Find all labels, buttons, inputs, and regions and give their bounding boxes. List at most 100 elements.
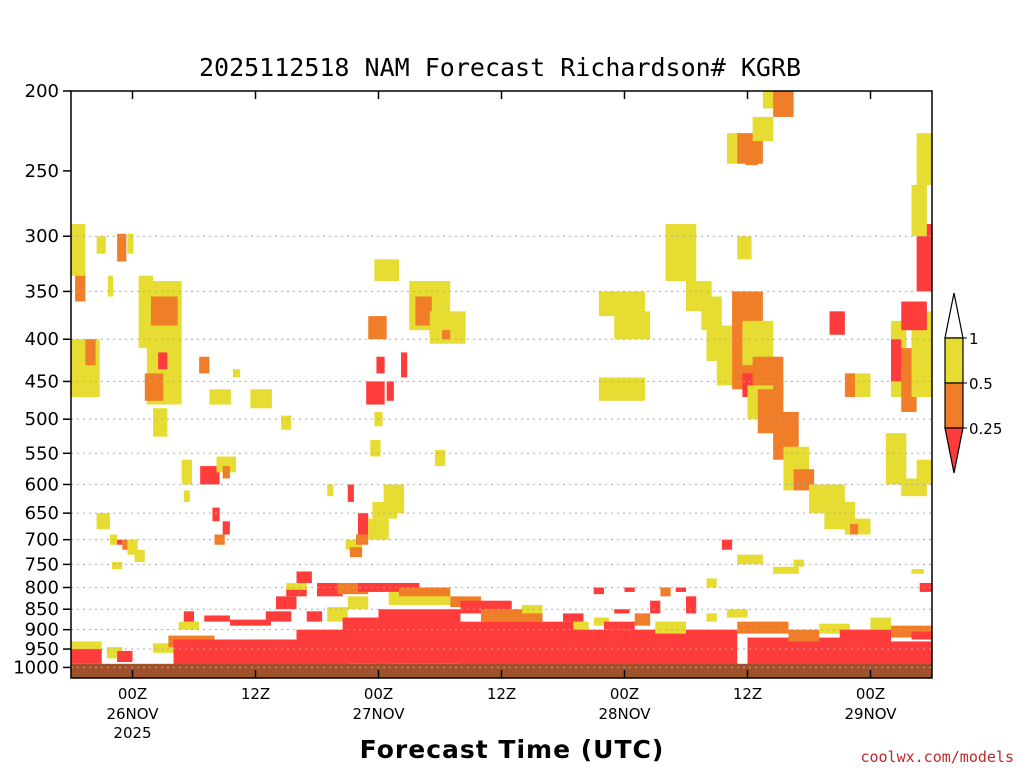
ri-cell bbox=[232, 369, 241, 378]
watermark: coolwx.com/models bbox=[860, 748, 1014, 766]
ri-cell bbox=[593, 587, 604, 595]
x-tick-year: 2025 bbox=[113, 724, 151, 742]
ri-cell bbox=[71, 641, 102, 653]
ri-cell bbox=[370, 440, 381, 457]
ri-cell bbox=[399, 587, 451, 597]
y-tick-label: 1000 bbox=[13, 657, 59, 678]
ri-cell bbox=[442, 330, 451, 340]
ri-cell bbox=[573, 621, 589, 630]
ri-cell bbox=[214, 534, 225, 545]
colorbar-top-arrow bbox=[944, 292, 964, 339]
y-tick-label: 700 bbox=[25, 530, 59, 551]
ri-cell bbox=[296, 571, 312, 583]
ri-cell bbox=[655, 621, 686, 634]
ri-cell bbox=[885, 433, 907, 485]
y-tick-label: 550 bbox=[25, 443, 59, 464]
ri-cell bbox=[919, 582, 932, 592]
ri-cell bbox=[358, 513, 369, 535]
x-axis-label: Forecast Time (UTC) bbox=[360, 735, 665, 764]
y-tick-label: 350 bbox=[25, 281, 59, 302]
ri-cell bbox=[911, 311, 932, 398]
ri-cell bbox=[347, 596, 369, 610]
ri-cell bbox=[376, 356, 385, 374]
ri-cell bbox=[911, 569, 924, 574]
ri-cell bbox=[150, 296, 178, 326]
ri-cell bbox=[327, 484, 334, 497]
ri-cell bbox=[127, 539, 138, 555]
y-axis: 200 250 300 350 400 450 500 550 600 650 700 7508008… bbox=[13, 81, 71, 678]
ri-cell bbox=[593, 617, 610, 626]
ri-cell bbox=[317, 582, 343, 597]
ri-cell bbox=[222, 466, 230, 479]
y-tick-label: 250 bbox=[25, 161, 59, 182]
ri-cell bbox=[265, 611, 292, 622]
ri-cell bbox=[216, 456, 237, 473]
plot-area bbox=[71, 91, 932, 678]
y-tick-label: 500 bbox=[25, 409, 59, 430]
ri-cell bbox=[721, 539, 733, 550]
ri-cell bbox=[250, 389, 272, 409]
ri-cell bbox=[604, 621, 635, 630]
y-tick-label: 600 bbox=[25, 474, 59, 495]
y-tick-label: 950 bbox=[25, 639, 59, 660]
ri-cell bbox=[134, 549, 145, 562]
y-tick-label: 900 bbox=[25, 620, 59, 641]
ri-cell bbox=[434, 450, 446, 467]
ri-cell bbox=[347, 484, 354, 502]
y-tick-label: 650 bbox=[25, 503, 59, 524]
ri-cell bbox=[117, 233, 127, 262]
ri-cell bbox=[839, 629, 891, 646]
ri-cell bbox=[306, 611, 323, 622]
ri-cell bbox=[358, 582, 420, 592]
x-tick-label: 12Z bbox=[487, 685, 516, 703]
ri-cell bbox=[901, 301, 927, 331]
y-tick-label: 450 bbox=[25, 371, 59, 392]
x-tick-label: 00Z bbox=[118, 685, 147, 703]
y-tick-label: 400 bbox=[25, 329, 59, 350]
x-tick-date: 28NOV bbox=[598, 705, 651, 723]
ri-cell bbox=[911, 631, 932, 640]
colorbar-bin bbox=[944, 382, 964, 429]
ri-cell bbox=[107, 275, 114, 297]
ri-cell bbox=[773, 566, 799, 574]
ri-cell bbox=[737, 621, 789, 634]
ri-cell bbox=[614, 311, 651, 340]
x-tick-date: 27NOV bbox=[352, 705, 405, 723]
ri-cell bbox=[870, 617, 891, 630]
ri-cell bbox=[71, 224, 86, 276]
y-tick-label: 750 bbox=[25, 554, 59, 575]
x-tick-date: 29NOV bbox=[844, 705, 897, 723]
ri-cell bbox=[819, 623, 850, 634]
ri-cell bbox=[388, 496, 405, 514]
ri-cell bbox=[386, 381, 394, 401]
richardson-cells bbox=[71, 91, 932, 668]
ri-cell bbox=[85, 339, 96, 366]
ri-cell bbox=[675, 587, 686, 592]
ri-cell bbox=[153, 408, 168, 437]
ri-cell bbox=[737, 236, 752, 260]
colorbar: 1 0.5 0.25 bbox=[944, 292, 1002, 474]
ri-cell bbox=[222, 521, 230, 535]
ri-cell bbox=[96, 236, 106, 254]
ri-cell bbox=[829, 311, 845, 335]
ri-cell bbox=[916, 224, 932, 292]
ri-cell bbox=[368, 518, 389, 540]
plot-frame bbox=[70, 90, 933, 679]
ri-cell bbox=[366, 381, 385, 405]
ri-cell bbox=[349, 547, 363, 558]
ri-cell bbox=[727, 609, 748, 618]
chart-title: 2025112518 NAM Forecast Richardson# KGRB bbox=[199, 53, 801, 82]
ri-cell bbox=[916, 459, 932, 485]
ri-cell bbox=[368, 316, 387, 340]
ri-cell bbox=[660, 587, 671, 597]
ri-cell bbox=[706, 578, 717, 588]
ri-cell bbox=[286, 582, 307, 590]
ri-cell bbox=[686, 596, 697, 614]
colorbar-bottom-arrow bbox=[944, 427, 964, 474]
x-tick-label: 12Z bbox=[241, 685, 270, 703]
ri-cell bbox=[286, 587, 307, 597]
x-tick-date: 26NOV bbox=[106, 705, 159, 723]
colorbar-label: 1 bbox=[969, 330, 979, 348]
ri-cell bbox=[752, 116, 774, 142]
